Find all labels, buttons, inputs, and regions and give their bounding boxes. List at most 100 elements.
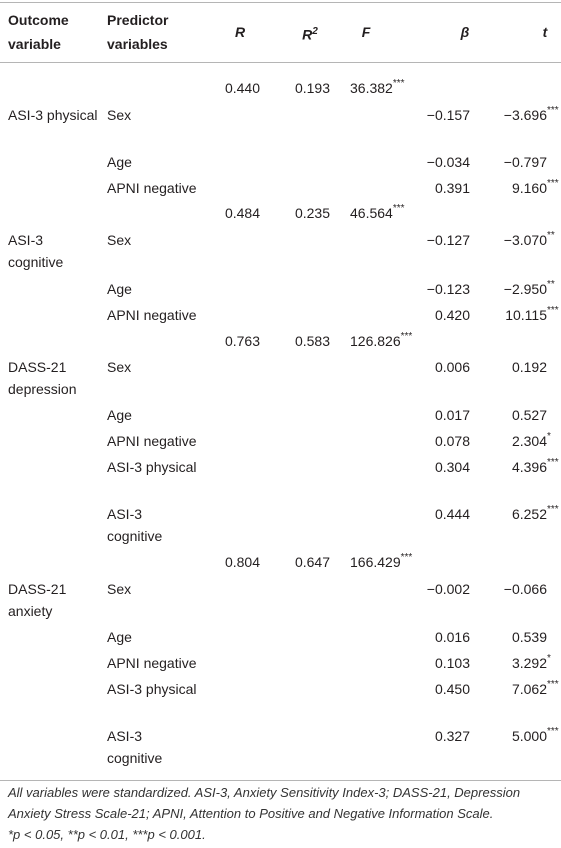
significance-stars: ** [547,230,555,241]
significance-note: *p < 0.05, **p < 0.01, ***p < 0.001. [8,827,206,842]
bottom-rule [0,780,561,781]
r-squared: 0.647 [294,554,330,570]
t-value: 3.292 * [511,652,551,674]
t-value: −3.070 ** [503,229,555,251]
cell-value: 4.396 [511,459,547,475]
outcome-variable: DASS-21 depression [8,359,77,397]
beta: 0.444 [434,506,470,522]
predictor-variable: Age [107,407,132,423]
cell-value: −3.696 [503,107,547,123]
header-rule [0,62,561,63]
beta: 0.103 [434,655,470,671]
predictor-variable: Sex [107,359,132,375]
t-value: −2.950 ** [503,278,555,300]
f-value: 46.564 *** [350,202,405,224]
predictor-variable: APNI negative [107,433,197,449]
f-value: 36.382 *** [350,77,405,99]
t-value: −3.696 *** [503,104,559,126]
t-value: 2.304 * [511,430,551,452]
beta: 0.391 [434,180,470,196]
beta: 0.006 [434,359,470,375]
t-value: 5.000 *** [511,725,559,747]
significance-stars: *** [400,552,413,563]
t-value: 0.527 [511,407,547,423]
top-rule [0,2,561,3]
cell-value: 36.382 [350,80,393,96]
significance-stars: *** [547,105,559,116]
column-header: R2 [302,20,318,47]
r-value: 0.763 [224,333,260,349]
cell-value: 3.292 [511,655,547,671]
t-value: 0.539 [511,629,547,645]
t-value: 7.062 *** [511,678,559,700]
outcome-variable: ASI-3 physical [8,107,98,123]
t-value: 10.115 *** [505,304,558,326]
beta: −0.157 [426,107,470,123]
significance-stars: *** [547,178,559,189]
column-header: R [234,24,246,40]
beta: −0.002 [426,581,470,597]
footnote: All variables were standardized. ASI-3, … [8,785,521,821]
cell-value: 7.062 [511,681,547,697]
cell-value: 9.160 [511,180,547,196]
predictor-variable: ASI-3 physical [107,459,197,475]
r-value: 0.484 [224,205,260,221]
predictor-variable: ASI-3 cognitive [107,728,163,766]
r-squared: 0.583 [294,333,330,349]
significance-stars: *** [547,504,559,515]
beta: 0.327 [434,728,470,744]
cell-value: −2.950 [503,281,547,297]
cell-value: 10.115 [505,307,547,323]
predictor-variable: Age [107,629,132,645]
predictor-variable: Sex [107,107,132,123]
f-value: 166.429 *** [350,551,412,573]
predictor-variable: Age [107,154,132,170]
r-value: 0.804 [224,554,260,570]
significance-stars: *** [547,726,559,737]
cell-value: 46.564 [350,205,393,221]
column-header: F [361,24,371,40]
predictor-variable: APNI negative [107,307,197,323]
cell-value: 166.429 [350,554,401,570]
beta: 0.017 [434,407,470,423]
r-squared: 0.235 [294,205,330,221]
beta: 0.304 [434,459,470,475]
column-header: Outcome variable [8,12,69,52]
significance-stars: *** [400,331,413,342]
cell-value: 2.304 [511,433,547,449]
r-squared: 0.193 [294,80,330,96]
significance-stars: *** [547,679,559,690]
beta: −0.123 [426,281,470,297]
predictor-variable: APNI negative [107,180,197,196]
column-header: Predictor variables [107,12,169,52]
beta: 0.016 [434,629,470,645]
column-header: t [542,24,548,40]
t-value: −0.066 [503,581,547,597]
predictor-variable: APNI negative [107,655,197,671]
outcome-variable: ASI-3 cognitive [8,232,64,270]
t-value: 9.160 *** [511,177,559,199]
significance-stars: * [547,653,551,664]
predictor-variable: Age [107,281,132,297]
cell-value: 5.000 [511,728,547,744]
cell-value: −3.070 [503,232,547,248]
t-value: 4.396 *** [511,456,559,478]
beta: −0.034 [426,154,470,170]
significance-stars: *** [392,203,405,214]
column-header: β [460,24,470,40]
predictor-variable: Sex [107,581,132,597]
beta: 0.420 [434,307,470,323]
cell-value: 6.252 [511,506,547,522]
beta: −0.127 [426,232,470,248]
beta: 0.450 [434,681,470,697]
significance-stars: ** [547,279,555,290]
outcome-variable: DASS-21 anxiety [8,581,67,619]
predictor-variable: ASI-3 physical [107,681,197,697]
r-value: 0.440 [224,80,260,96]
predictor-variable: Sex [107,232,132,248]
significance-stars: * [547,431,551,442]
significance-stars: *** [547,305,559,316]
f-value: 126.826 *** [350,330,412,352]
t-value: −0.797 [503,154,547,170]
